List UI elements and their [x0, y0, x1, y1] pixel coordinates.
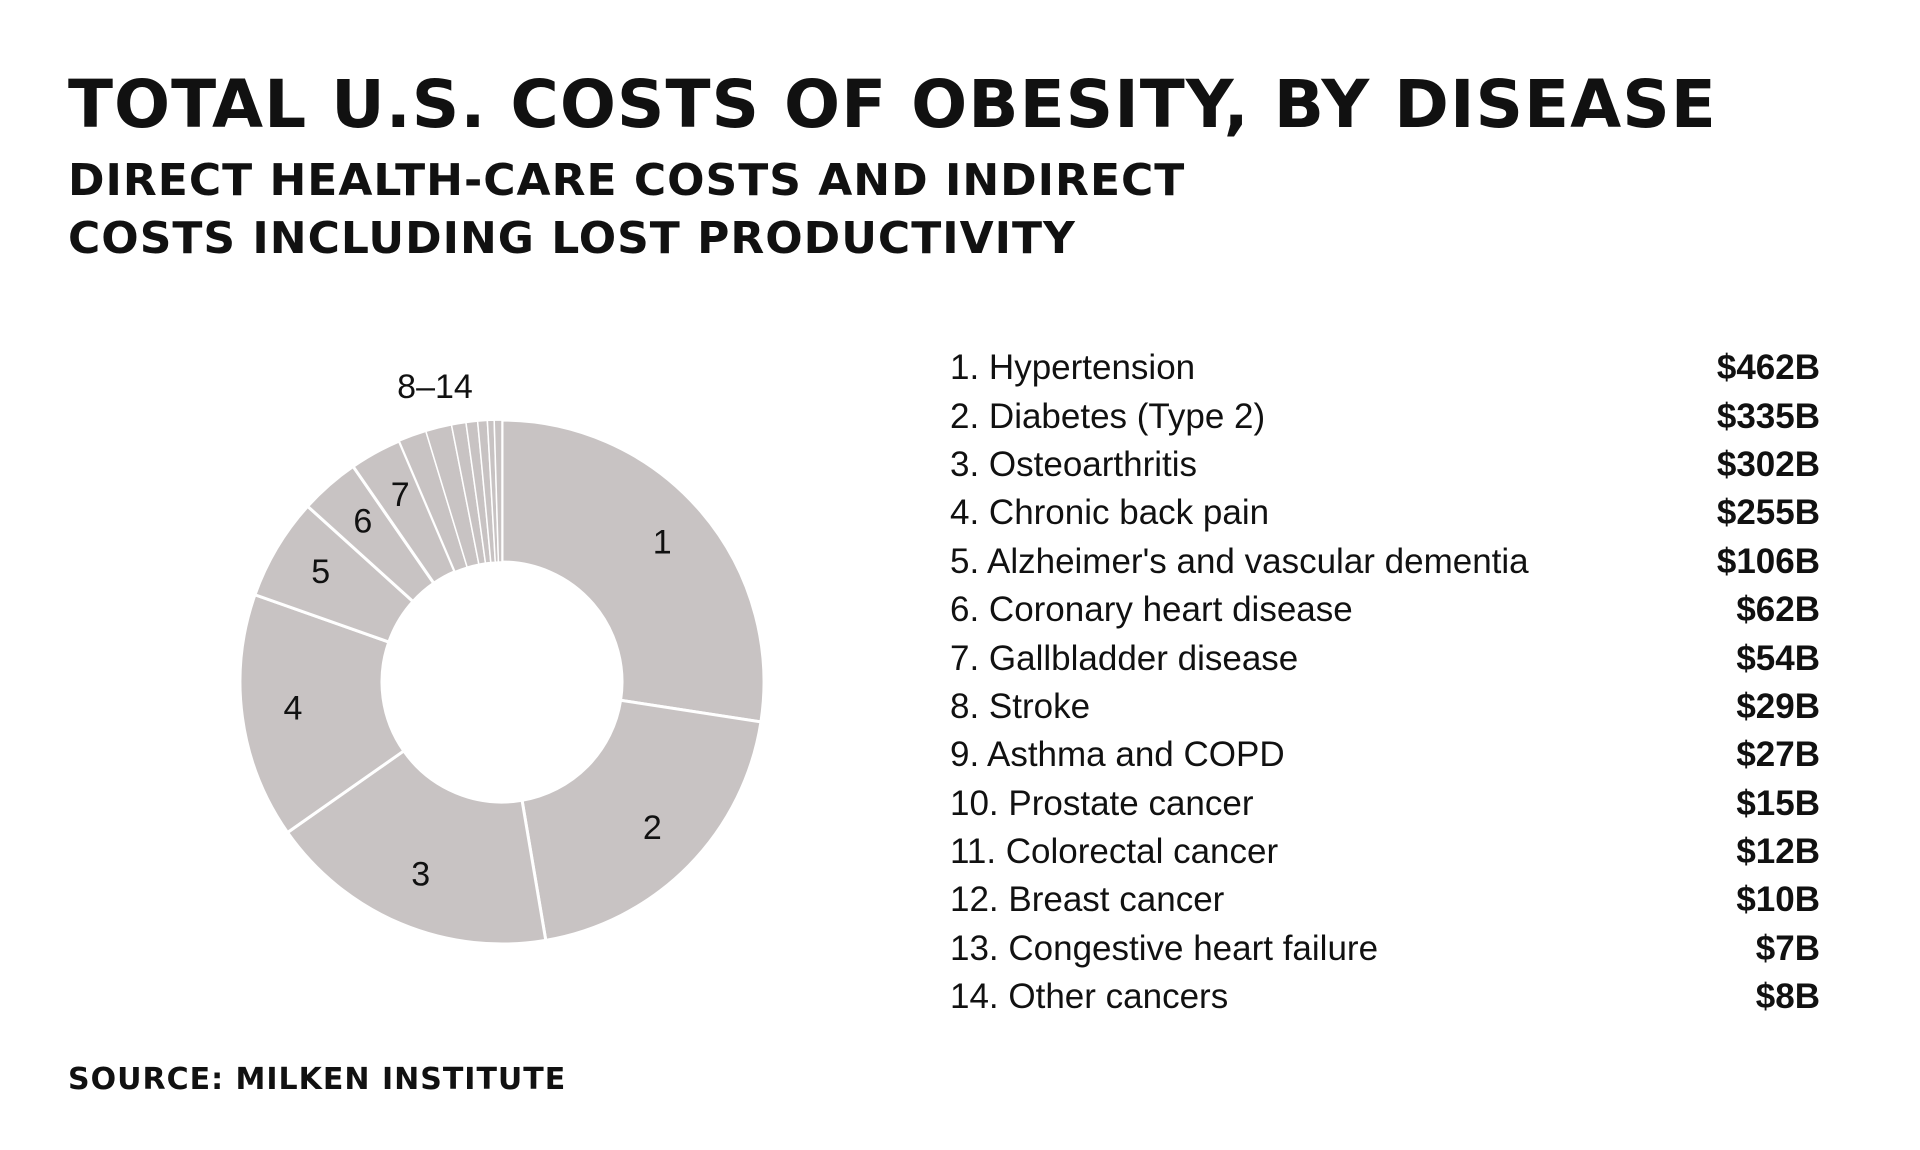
chart-subtitle: DIRECT HEALTH-CARE COSTS AND INDIRECT CO… — [68, 155, 1186, 264]
slice-label-2: 2 — [643, 809, 662, 847]
slice-2 — [520, 698, 763, 943]
legend-label: 10. Prostate cancer — [950, 783, 1254, 823]
slice-label-5: 5 — [311, 553, 330, 591]
legend-item: 11. Colorectal cancer $12B — [950, 828, 1820, 876]
legend-label: 6. Coronary heart disease — [950, 590, 1353, 630]
legend-value: $29B — [1736, 686, 1820, 726]
slice-label-1: 1 — [653, 524, 672, 562]
legend-label: 7. Gallbladder disease — [950, 638, 1299, 678]
legend-label: 9. Asthma and COPD — [950, 735, 1285, 775]
slice-3 — [285, 748, 548, 946]
legend-item: 6. Coronary heart disease $62B — [950, 586, 1820, 634]
legend-item: 13. Congestive heart failure $7B — [950, 925, 1820, 973]
slice-label-7: 7 — [391, 476, 410, 514]
legend-label: 11. Colorectal cancer — [950, 832, 1279, 872]
legend-item: 9. Asthma and COPD $27B — [950, 731, 1820, 779]
slice-1 — [500, 418, 766, 724]
legend-label: 4. Chronic back pain — [950, 493, 1270, 533]
group-label-8-14: 8–14 — [397, 368, 473, 406]
slice-label-6: 6 — [353, 502, 372, 540]
legend-item: 8. Stroke $29B — [950, 683, 1820, 731]
legend-label: 3. Osteoarthritis — [950, 444, 1198, 484]
source-note: SOURCE: MILKEN INSTITUTE — [68, 1062, 567, 1097]
legend-value: $10B — [1736, 880, 1820, 920]
legend-value: $8B — [1755, 977, 1820, 1017]
legend-label: 8. Stroke — [950, 686, 1091, 726]
legend-value: $255B — [1716, 493, 1820, 533]
slice-label-4: 4 — [283, 690, 302, 728]
legend-value: $62B — [1736, 590, 1820, 630]
legend-item: 10. Prostate cancer $15B — [950, 780, 1820, 828]
legend-item: 7. Gallbladder disease $54B — [950, 634, 1820, 682]
legend-item: 12. Breast cancer $10B — [950, 876, 1820, 924]
slice-label-3: 3 — [411, 856, 430, 894]
legend-value: $27B — [1736, 735, 1820, 775]
legend-value: $7B — [1755, 928, 1820, 968]
legend-value: $462B — [1716, 348, 1820, 388]
legend-item: 4. Chronic back pain $255B — [950, 489, 1820, 537]
legend: 1. Hypertension $462B 2. Diabetes (Type 2)… — [950, 344, 1820, 1021]
donut-chart: 1 2 3 4 567 8–14 — [238, 368, 766, 946]
legend-label: 1. Hypertension — [950, 348, 1196, 388]
legend-item: 14. Other cancers $8B — [950, 973, 1820, 1021]
legend-label: 5. Alzheimer's and vascular dementia — [950, 541, 1529, 581]
legend-value: $302B — [1716, 444, 1820, 484]
legend-value: $12B — [1736, 832, 1820, 872]
slice-14 — [493, 419, 503, 563]
legend-label: 13. Congestive heart failure — [950, 928, 1379, 968]
slice-4 — [238, 592, 406, 835]
legend-label: 2. Diabetes (Type 2) — [950, 396, 1266, 436]
legend-value: $15B — [1736, 783, 1820, 823]
legend-value: $106B — [1716, 541, 1820, 581]
legend-item: 3. Osteoarthritis $302B — [950, 441, 1820, 489]
legend-value: $335B — [1716, 396, 1820, 436]
legend-item: 1. Hypertension $462B — [950, 344, 1820, 392]
legend-item: 2. Diabetes (Type 2) $335B — [950, 392, 1820, 440]
legend-value: $54B — [1736, 638, 1820, 678]
legend-label: 14. Other cancers — [950, 977, 1229, 1017]
chart-title: TOTAL U.S. COSTS OF OBESITY, BY DISEASE — [68, 66, 1717, 143]
legend-item: 5. Alzheimer's and vascular dementia $106… — [950, 538, 1820, 586]
legend-label: 12. Breast cancer — [950, 880, 1225, 920]
